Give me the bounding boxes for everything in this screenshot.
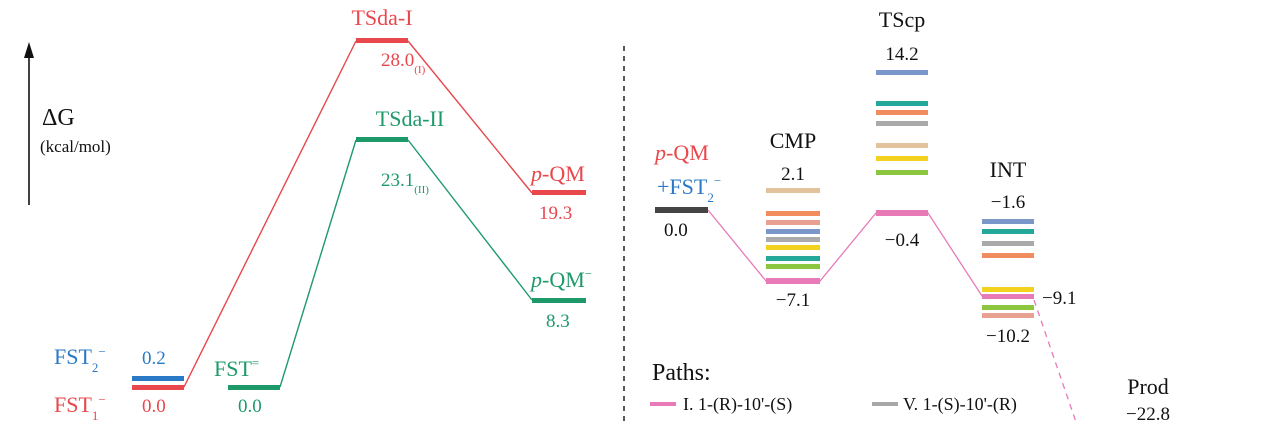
tscp-top-value: 14.2 [885,44,918,65]
tsda1-label: TSda-I [351,5,412,30]
pqm-label: p-QM [529,161,585,186]
int-label: INT [990,157,1027,182]
tsda2-label: TSda-II [376,106,444,131]
level-pqm-minus [532,298,586,303]
tscp-level [876,143,928,148]
int-top-value: −1.6 [991,192,1025,213]
fst1-label: FST1− [54,392,106,422]
axis-label: ΔG [42,105,75,131]
pqm-value: 19.3 [539,203,572,224]
tscp-level [876,70,928,75]
int-right-value: −9.1 [1042,288,1076,309]
energy-axis-arrow [24,42,34,205]
cmp-bottom-value: −7.1 [776,290,810,311]
legend-swatch [872,402,898,406]
int-level-stack [982,219,1034,318]
tscp-level [876,110,928,115]
cmp-level [766,229,820,234]
level-tsda2 [356,137,408,142]
tscp-level [876,156,928,161]
level-fsteq [228,385,280,390]
start-value: 0.0 [664,220,688,241]
path-line-fsteq-tsda2 [279,139,357,388]
fst2-label: FST2− [54,344,106,375]
axis-unit: (kcal/mol) [40,137,111,156]
tscp-level-path-i [876,210,928,216]
tscp-level [876,170,928,175]
tscp-label: TScp [879,7,925,32]
level-fst2 [132,376,184,381]
cmp-level [766,211,820,216]
cmp-level [766,188,820,193]
cmp-level-stack [766,188,820,284]
int-level-path-i [982,294,1034,299]
cmp-label: CMP [770,128,816,153]
cmp-top-value: 2.1 [781,164,805,185]
int-level [982,287,1034,292]
tsda2-value: 23.1(II) [381,170,429,196]
level-pqm [532,190,586,195]
path-line-fst1-tsda1 [183,40,357,388]
cmp-level [766,220,820,225]
start-label-line1: p-QM [653,140,709,165]
pqm-minus-label: p-QM− [529,266,592,292]
tscp-level-stack [876,70,928,216]
int-level [982,305,1034,310]
tscp-bottom-value: −0.4 [885,230,920,251]
tscp-level [876,101,928,106]
paths-legend-title: Paths: [652,360,711,386]
cmp-level [766,264,820,269]
int-level [982,253,1034,258]
prod-value: −22.8 [1126,404,1170,422]
int-level [982,229,1034,234]
legend-item-path-v: V. 1-(S)-10'-(R) [872,394,1017,415]
fst2-value: 0.2 [142,348,166,369]
int-level [982,241,1034,246]
int-level [982,313,1034,318]
start-label-line2: +FST2− [657,173,721,205]
int-level [982,219,1034,224]
tscp-level [876,121,928,126]
legend-label: V. 1-(S)-10'-(R) [903,394,1017,415]
path-line-tsda1-pqm [407,40,533,194]
path-line-tsda2-pqmminus [407,139,533,301]
cmp-level [766,256,820,261]
fsteq-label: FST= [214,355,259,381]
legend-swatch [650,402,676,406]
fsteq-value: 0.0 [238,396,262,417]
cmp-level-path-i [766,278,820,284]
cmp-level [766,245,820,250]
cmp-level [766,237,820,242]
path-i-line-to-prod [1033,299,1077,422]
level-start [655,207,708,213]
level-fst1 [132,385,184,390]
legend-label: I. 1-(R)-10'-(S) [683,394,792,415]
tsda1-value: 28.0(I) [381,50,426,76]
prod-label: Prod [1127,374,1169,399]
int-bottom-value: −10.2 [986,326,1030,347]
fst1-value: 0.0 [142,396,166,417]
legend-item-path-i: I. 1-(R)-10'-(S) [650,394,792,415]
pqm-minus-value: 8.3 [546,311,570,332]
level-tsda1 [356,38,408,43]
